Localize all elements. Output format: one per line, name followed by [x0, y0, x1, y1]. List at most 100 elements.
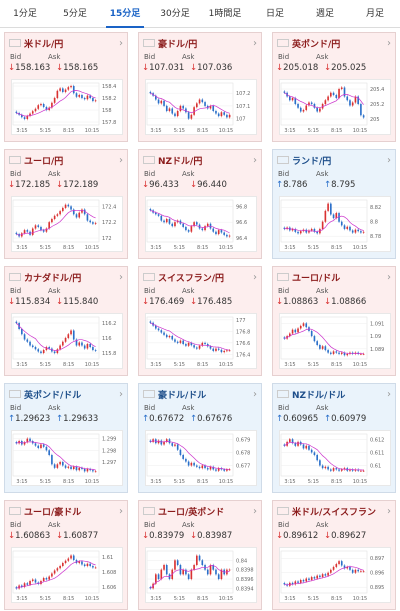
chevron-right-icon[interactable]: › — [387, 37, 391, 49]
currency-card[interactable]: ユーロ/豪ドル › Bid Ask ↓1.60863 ↓1.60877 1.61 1.608 1… — [4, 500, 128, 610]
candle-body — [81, 342, 83, 346]
currency-card[interactable]: NZドル/ドル › Bid Ask ↑0.60965 ↑0.60979 0.612 0.611… — [272, 383, 396, 493]
ask-price: ↓107.036 — [190, 63, 238, 76]
chevron-right-icon[interactable]: › — [253, 505, 257, 517]
bid-label: Bid — [10, 53, 22, 61]
chart-area: 116.2 116 115.8 3:15 5:15 8:15 10:15 — [11, 313, 123, 369]
currency-card[interactable]: ユーロ/円 › Bid Ask ↓172.185 ↓172.189 172.4 172.2 17… — [4, 149, 128, 259]
candle-body — [357, 569, 359, 572]
candle-body — [228, 235, 231, 237]
candle-body — [201, 560, 204, 565]
x-tick-label: 5:15 — [174, 479, 185, 485]
chevron-right-icon[interactable]: › — [253, 37, 257, 49]
card-header: ユーロ/豪ドル › — [5, 501, 127, 521]
chevron-right-icon[interactable]: › — [387, 154, 391, 166]
chevron-right-icon[interactable]: › — [119, 37, 123, 49]
candle-body — [26, 116, 29, 119]
x-tick-label: 8:15 — [63, 245, 74, 251]
quote-values: ↓96.433 ↓96.440 — [139, 180, 261, 193]
chevron-right-icon[interactable]: › — [253, 271, 257, 283]
currency-card[interactable]: カナダドル/円 › Bid Ask ↓115.834 ↓115.840 116.2 116 11… — [4, 266, 128, 376]
flag-icon — [9, 507, 21, 515]
currency-card[interactable]: 英ポンド/円 › Bid Ask ↓205.018 ↓205.025 205.4 205.2 2… — [272, 32, 396, 142]
moving-average-line — [284, 566, 364, 586]
candle-body — [362, 115, 365, 118]
x-tick-label: 3:15 — [284, 362, 295, 368]
candle-body — [223, 232, 225, 235]
candle-body — [310, 331, 313, 337]
candle-body — [346, 566, 349, 569]
ask-price: ↓158.165 — [56, 63, 104, 76]
candle-body — [223, 469, 225, 471]
candle-body — [40, 226, 42, 231]
bid-value: 205.018 — [283, 63, 319, 73]
x-tick-label: 5:15 — [174, 596, 185, 602]
chevron-right-icon[interactable]: › — [119, 388, 123, 400]
candle-body — [149, 321, 152, 323]
currency-card[interactable]: 豪ドル/ドル › Bid Ask ↑0.67672 ↑0.67676 0.679 0.678 0… — [138, 383, 262, 493]
candle-body — [48, 222, 50, 229]
candle-body — [64, 89, 67, 92]
candle-body — [283, 91, 286, 93]
y-tick-label: 0.678 — [236, 450, 250, 456]
tab-1[interactable]: 5分足 — [63, 9, 87, 19]
candle-body — [360, 470, 362, 472]
candle-body — [226, 114, 228, 118]
candle-body — [343, 87, 346, 97]
candle-body — [198, 345, 201, 349]
ask-label: Ask — [48, 53, 61, 61]
candle-body — [70, 206, 72, 210]
tab-3[interactable]: 30分足 — [160, 9, 190, 19]
chevron-right-icon[interactable]: › — [387, 271, 391, 283]
y-tick-label: 96.6 — [236, 220, 247, 226]
currency-card[interactable]: ユーロ/英ポンド › Bid Ask ↓0.83979 ↓0.83987 0.84 0.839… — [138, 500, 262, 610]
chevron-right-icon[interactable]: › — [119, 154, 123, 166]
tab-4[interactable]: 1時間足 — [208, 9, 242, 19]
candle-body — [330, 352, 332, 354]
candle-body — [157, 328, 160, 331]
x-tick-label: 10:15 — [353, 245, 367, 251]
tab-6[interactable]: 週足 — [315, 9, 334, 19]
ask-value: 176.485 — [197, 297, 233, 307]
candle-body — [174, 339, 176, 342]
currency-card[interactable]: 米ドル/円 › Bid Ask ↓158.163 ↓158.165 158.4 158.2 15… — [4, 32, 128, 142]
candle-body — [64, 560, 67, 563]
tab-2[interactable]: 15分足 — [100, 0, 150, 28]
candle-body — [31, 345, 34, 347]
currency-card[interactable]: ユーロ/ドル › Bid Ask ↓1.08863 ↓1.08866 1.091 1.09 1.… — [272, 266, 396, 376]
tab-0[interactable]: 1分足 — [13, 9, 37, 19]
candle-body — [45, 446, 48, 451]
y-tick-label: 0.612 — [370, 437, 384, 443]
currency-card[interactable]: ランド/円 › Bid Ask ↑8.786 ↑8.795 8.82 8.8 8.78 3:15 5… — [272, 149, 396, 259]
candle-body — [155, 574, 157, 584]
chevron-right-icon[interactable]: › — [119, 505, 123, 517]
chevron-right-icon[interactable]: › — [119, 271, 123, 283]
ask-price: ↑0.60979 — [324, 414, 372, 427]
card-header: ランド/円 › — [273, 150, 395, 170]
ask-price: ↓205.025 — [324, 63, 372, 76]
ask-price: ↑0.67676 — [190, 414, 238, 427]
candle-body — [37, 225, 40, 227]
chevron-right-icon[interactable]: › — [253, 388, 257, 400]
candle-body — [220, 349, 223, 353]
currency-card[interactable]: 豪ドル/円 › Bid Ask ↓107.031 ↓107.036 107.2 107.1 10… — [138, 32, 262, 142]
chevron-right-icon[interactable]: › — [387, 505, 391, 517]
currency-card[interactable]: 英ポンド/ドル › Bid Ask ↑1.29623 ↑1.29633 1.299 1.298… — [4, 383, 128, 493]
pair-name: スイスフラン/円 — [158, 273, 225, 284]
chevron-right-icon[interactable]: › — [387, 388, 391, 400]
candle-body — [321, 104, 324, 109]
candle-body — [340, 221, 343, 226]
tab-5[interactable]: 日足 — [265, 9, 284, 19]
tab-7[interactable]: 月足 — [365, 9, 384, 19]
currency-card[interactable]: 米ドル/スイスフラン › Bid Ask ↓0.89612 ↓0.89627 0.897 0.… — [272, 500, 396, 610]
candle-body — [316, 455, 318, 461]
candle-body — [198, 555, 201, 561]
trend-arrow-icon: ↓ — [276, 63, 284, 73]
candle-body — [168, 439, 171, 444]
chevron-right-icon[interactable]: › — [253, 154, 257, 166]
candle-body — [291, 98, 294, 101]
currency-card[interactable]: スイスフラン/円 › Bid Ask ↓176.469 ↓176.485 177 176.8 1… — [138, 266, 262, 376]
candle-body — [308, 230, 310, 233]
currency-card[interactable]: NZドル/円 › Bid Ask ↓96.433 ↓96.440 96.8 96.6 96.4 3… — [138, 149, 262, 259]
ask-label: Ask — [182, 521, 195, 529]
